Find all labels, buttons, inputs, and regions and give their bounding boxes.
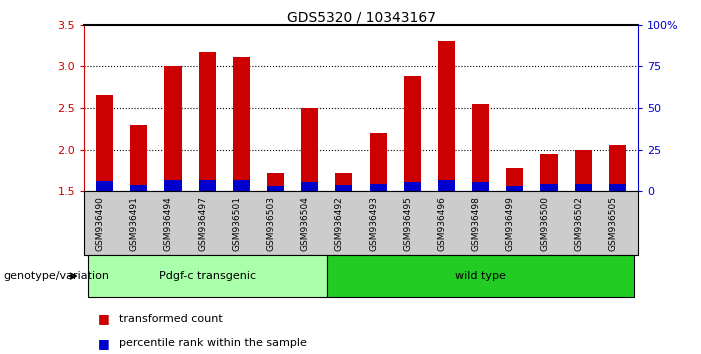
Text: GSM936501: GSM936501 (232, 196, 241, 251)
Bar (198, 52, 216, 191)
Bar (96, 96, 113, 191)
Bar (165, 180, 182, 191)
Bar (369, 133, 387, 191)
Bar (301, 108, 318, 191)
Text: GSM936498: GSM936498 (472, 196, 481, 251)
Text: GSM936491: GSM936491 (130, 196, 139, 251)
Bar (96, 181, 113, 191)
Bar (88, 255, 327, 297)
Bar (472, 182, 489, 191)
Text: ■: ■ (98, 337, 110, 350)
Bar (233, 57, 250, 191)
Bar (267, 186, 284, 191)
Bar (609, 145, 626, 191)
Bar (301, 182, 318, 191)
Bar (335, 173, 353, 191)
Text: GSM936505: GSM936505 (608, 196, 618, 251)
Text: GDS5320 / 10343167: GDS5320 / 10343167 (287, 11, 435, 25)
Bar (575, 184, 592, 191)
Bar (165, 66, 182, 191)
Bar (472, 104, 489, 191)
Text: GSM936504: GSM936504 (301, 196, 310, 251)
Bar (404, 76, 421, 191)
Text: GSM936495: GSM936495 (403, 196, 412, 251)
Text: GSM936502: GSM936502 (574, 196, 583, 251)
Text: GSM936490: GSM936490 (95, 196, 104, 251)
Bar (404, 182, 421, 191)
Bar (540, 154, 557, 191)
Text: Pdgf-c transgenic: Pdgf-c transgenic (158, 271, 256, 281)
Bar (438, 41, 455, 191)
Bar (130, 125, 147, 191)
Text: GSM936499: GSM936499 (506, 196, 515, 251)
Text: wild type: wild type (455, 271, 506, 281)
Text: GSM936493: GSM936493 (369, 196, 378, 251)
Bar (335, 184, 353, 191)
Text: GSM936496: GSM936496 (437, 196, 447, 251)
Bar (438, 180, 455, 191)
Bar (369, 184, 387, 191)
Text: GSM936494: GSM936494 (164, 196, 173, 251)
Bar (327, 255, 634, 297)
Bar (233, 180, 250, 191)
Bar (267, 173, 284, 191)
Text: GSM936492: GSM936492 (335, 196, 344, 251)
Text: GSM936500: GSM936500 (540, 196, 549, 251)
Text: ■: ■ (98, 312, 110, 325)
Bar (609, 184, 626, 191)
Text: percentile rank within the sample: percentile rank within the sample (119, 338, 307, 348)
Bar (506, 186, 524, 191)
Bar (506, 168, 524, 191)
Bar (130, 184, 147, 191)
Text: GSM936497: GSM936497 (198, 196, 207, 251)
Text: GSM936503: GSM936503 (266, 196, 275, 251)
Bar (575, 149, 592, 191)
Bar (198, 179, 216, 191)
Bar (540, 184, 557, 191)
Text: transformed count: transformed count (119, 314, 223, 324)
Text: genotype/variation: genotype/variation (4, 271, 109, 281)
